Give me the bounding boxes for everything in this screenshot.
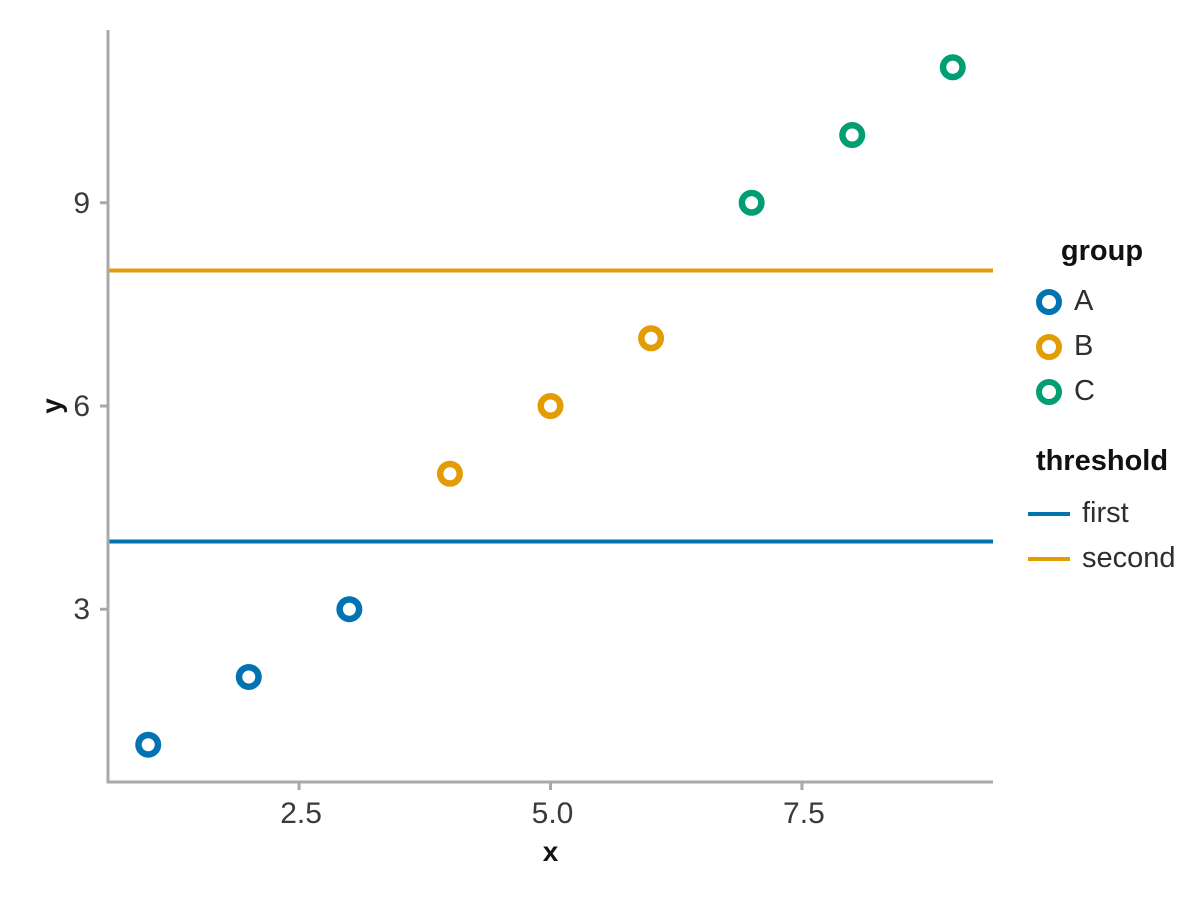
data-point-B-3	[638, 325, 665, 352]
legend-item-label: A	[1074, 285, 1094, 317]
x-tick-label: 5.0	[532, 797, 574, 830]
data-point-B-2	[537, 393, 564, 419]
legend-item-label: first	[1082, 497, 1129, 529]
legend-group-title: group	[1060, 235, 1144, 267]
line-swatch-icon	[1028, 511, 1070, 516]
y-tick-label: 3	[73, 593, 90, 626]
legend-threshold-title: threshold	[1035, 445, 1169, 477]
legend-item-B: B	[1022, 324, 1182, 369]
open-circle-marker-icon	[1036, 333, 1062, 360]
x-tick-label: 7.5	[783, 797, 825, 830]
data-point-A-2	[235, 663, 262, 690]
legend-item-label: B	[1074, 330, 1094, 362]
data-point-C-1	[738, 189, 765, 216]
legend-item-C: C	[1022, 369, 1182, 414]
data-point-B-1	[436, 460, 463, 487]
y-tick-label: 9	[73, 187, 90, 220]
legend-item-label: second	[1082, 542, 1176, 574]
legend-item-A: A	[1022, 279, 1182, 324]
open-circle-marker-icon	[1036, 288, 1062, 315]
legend-item-first: first	[1022, 491, 1182, 536]
legend-threshold-items: first second	[1022, 491, 1182, 581]
y-tick-label: 6	[73, 390, 90, 423]
legend-item-label: C	[1074, 375, 1095, 407]
legend-item-second: second	[1022, 536, 1182, 581]
line-swatch-icon	[1028, 556, 1070, 561]
x-tick-label: 2.5	[280, 797, 322, 830]
data-point-C-3	[939, 54, 966, 81]
data-point-C-2	[839, 122, 866, 149]
open-circle-marker-icon	[1036, 378, 1062, 405]
data-point-A-3	[336, 596, 363, 623]
x-axis-label: x	[543, 836, 559, 867]
y-axis-label: y	[36, 398, 67, 414]
data-point-A-1	[135, 731, 162, 758]
